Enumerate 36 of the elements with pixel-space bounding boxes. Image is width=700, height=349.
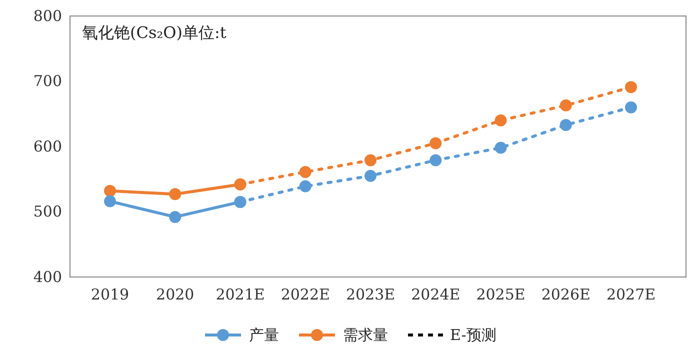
point (560, 118, 572, 131)
point (625, 101, 637, 114)
x-tick-label: 2026E (541, 286, 590, 304)
point (364, 170, 376, 182)
legend-label: 需求量 (343, 326, 388, 344)
x-tick-label: 2019 (90, 286, 130, 304)
point (430, 137, 442, 150)
text: 氧化铯(Cs₂O)单位:t (82, 23, 227, 42)
point (104, 184, 116, 197)
x-tick-label: 2025E (476, 286, 526, 304)
y-tick-label: 400 (33, 268, 62, 286)
y-tick-label: 800 (33, 6, 62, 25)
legend-label: 产量 (249, 326, 279, 344)
y-tick-label: 700 (33, 72, 62, 90)
x-tick-label: 2021E (216, 286, 265, 304)
point (625, 81, 637, 94)
y-tick-label: 600 (33, 137, 62, 156)
point (430, 154, 442, 166)
point (560, 99, 572, 112)
point (234, 178, 246, 190)
text: E-预测 (450, 326, 496, 344)
y-tick-label: 500 (33, 202, 62, 221)
point (104, 195, 116, 208)
point (169, 210, 182, 223)
x-tick-label: 2024E (411, 286, 460, 304)
point (494, 142, 507, 154)
x-tick-label: 2020 (156, 286, 194, 304)
point (169, 188, 182, 200)
x-tick-label: 2027E (606, 286, 656, 304)
x-tick-label: 2022E (280, 286, 330, 304)
point (299, 180, 312, 192)
point (234, 196, 246, 208)
point (364, 154, 376, 166)
point (299, 166, 312, 178)
x-tick-label: 2023E (346, 286, 396, 304)
point (494, 114, 507, 126)
